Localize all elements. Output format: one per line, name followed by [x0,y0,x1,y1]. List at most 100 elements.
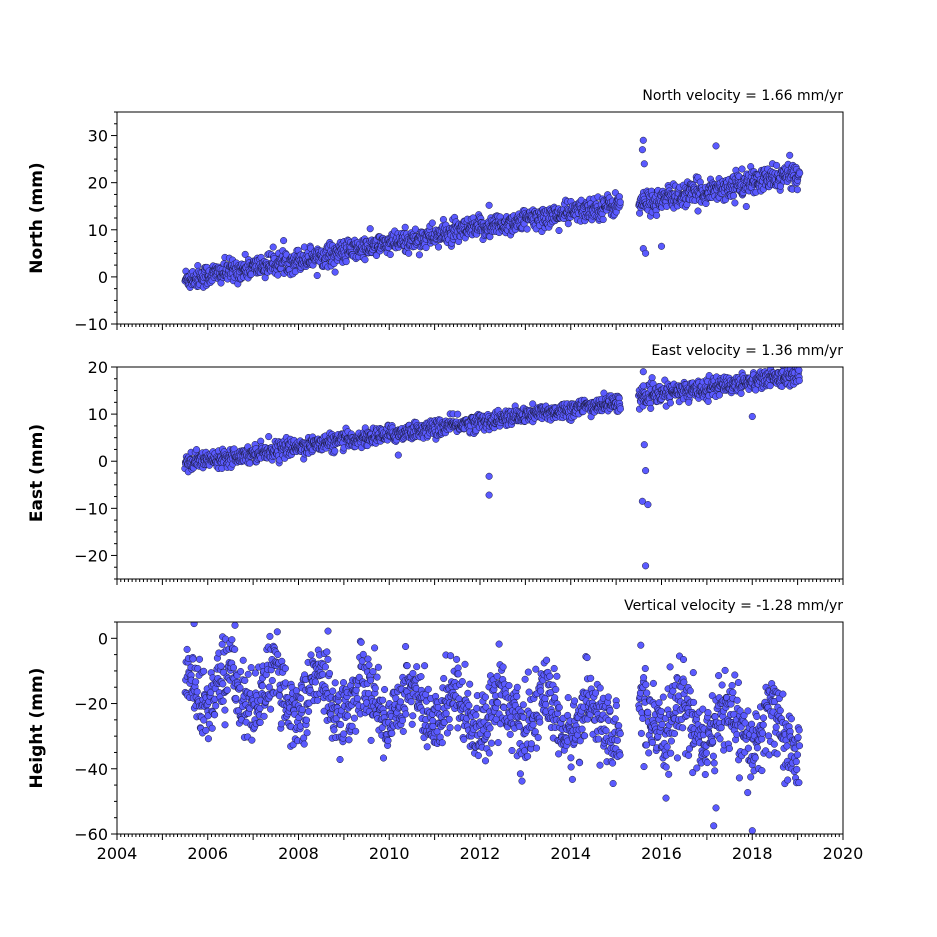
data-point [550,664,558,673]
data-point [644,501,652,509]
data-point [482,703,490,711]
data-point [648,738,656,747]
data-point [599,215,607,224]
data-point [571,697,579,705]
data-point [731,199,739,207]
data-point [553,672,561,680]
north-panel: North velocity = 1.66 mm/yr North (mm) −… [27,88,844,334]
data-point [371,644,379,652]
data-point [200,716,208,724]
data-point [297,694,305,702]
data-point [689,769,697,777]
data-point [711,767,719,775]
data-point [796,169,804,177]
data-point [637,641,645,649]
data-point [536,718,544,726]
data-point [710,759,718,767]
data-point [256,704,264,712]
data-point [499,663,507,671]
data-point [505,682,513,690]
data-point [258,682,266,690]
data-point [266,632,274,640]
data-point [303,729,311,737]
data-point [485,472,493,480]
data-point [434,703,442,712]
data-point [694,207,702,215]
data-point [638,497,646,505]
data-point [454,410,462,418]
data-point [359,650,367,658]
data-point [442,709,450,717]
data-point [648,374,656,382]
data-point [379,754,388,762]
data-point [381,685,389,694]
data-point [529,721,537,729]
data-point [513,683,521,691]
data-point [211,711,219,719]
data-point [752,386,760,394]
data-point [529,400,537,408]
data-point [241,676,249,685]
data-point [523,225,531,233]
data-point [666,399,674,407]
data-point [461,660,469,668]
data-point [642,681,650,689]
data-point [659,693,667,701]
data-point [305,707,313,715]
data-point [336,755,344,764]
data-point [447,652,455,660]
data-point [665,770,673,778]
data-point [616,751,624,759]
data-point [662,763,670,771]
data-point [453,655,461,663]
data-point [337,721,345,729]
data-point [269,243,277,251]
data-point [481,693,489,701]
data-point [424,685,432,693]
data-point [609,759,617,767]
data-point [319,670,327,678]
data-point [474,752,482,760]
data-point [699,705,707,713]
y-tick-label: −10 [74,499,108,518]
data-point [409,669,417,677]
data-point [352,727,360,735]
data-point [508,746,516,755]
data-point [524,668,532,676]
data-point [256,718,264,726]
data-point [223,686,231,694]
data-point [581,732,589,740]
data-point [716,735,724,743]
data-point [329,687,337,695]
data-point [408,720,416,728]
data-point [795,367,803,374]
data-point [221,721,229,729]
data-point [325,669,334,677]
data-point [361,256,369,264]
data-point [365,661,373,669]
data-point [423,743,431,751]
data-point [642,249,650,257]
data-point [339,679,348,687]
data-point [331,447,339,455]
data-point [407,698,415,706]
data-point [717,724,725,732]
data-point [371,684,379,692]
data-point [578,725,586,733]
data-point [542,701,550,709]
data-point [568,775,576,783]
data-point [398,716,407,724]
data-point [519,701,527,709]
data-point [275,692,284,700]
data-point [612,702,620,710]
data-point [350,714,358,722]
data-point [440,674,448,683]
data-point [392,694,400,702]
data-point [445,715,453,723]
data-point [415,251,423,259]
y-tick-label: 10 [88,405,108,424]
data-point [433,728,441,736]
data-point [766,382,774,390]
data-point [494,699,502,707]
